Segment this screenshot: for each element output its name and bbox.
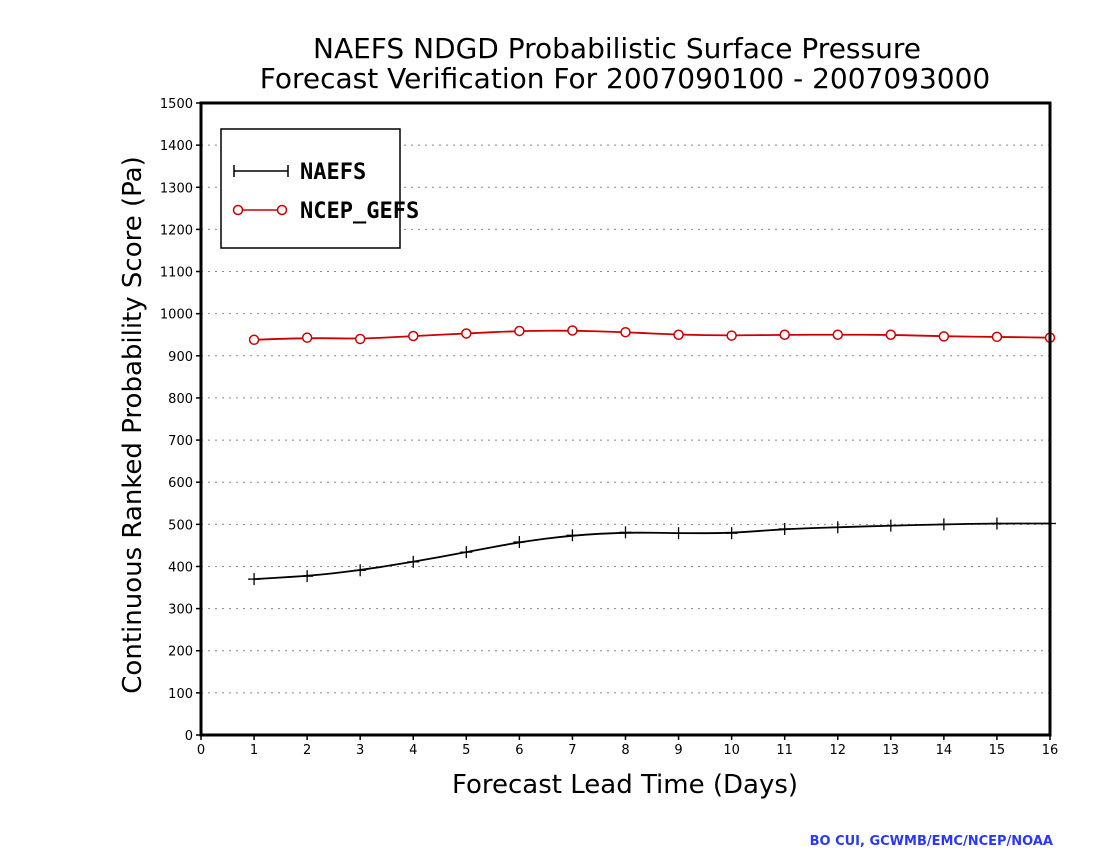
y-tick-label: 1300 [160, 181, 193, 196]
y-tick-label: 1100 [160, 266, 193, 281]
x-tick-label: 10 [723, 743, 740, 758]
legend-box [220, 128, 401, 249]
series-line-ncep-gefs [254, 329, 1051, 341]
data-point-ncep-gefs [832, 329, 843, 340]
data-point-ncep-gefs [726, 330, 737, 341]
y-tick-label: 1400 [160, 139, 193, 154]
data-point-ncep-gefs [991, 331, 1003, 343]
y-tick-label: 800 [168, 392, 193, 407]
data-point-naefs [301, 570, 314, 583]
y-axis-label: Continuous Ranked Probability Score (Pa) [118, 156, 148, 693]
data-point-ncep-gefs [461, 328, 472, 339]
y-tick-label: 700 [168, 434, 193, 449]
data-point-naefs [672, 527, 685, 540]
y-tick-label: 500 [168, 518, 193, 533]
x-tick-label: 6 [515, 743, 523, 758]
legend-gefs-label: NCEP_GEFS [300, 199, 419, 224]
data-point-naefs [831, 521, 844, 534]
data-point-ncep-gefs [885, 329, 897, 340]
x-tick-label: 5 [462, 743, 470, 758]
x-tick-label: 0 [197, 743, 205, 758]
axis-ticks: 0100200300400500600700800900100011001200… [160, 97, 1058, 758]
data-point-naefs [248, 573, 261, 586]
chart-title-line-1: NAEFS NDGD Probabilistic Surface Pressur… [313, 32, 921, 65]
data-point-ncep-gefs [673, 329, 684, 340]
data-point-naefs [566, 529, 579, 542]
legend-gefs-marker [276, 204, 288, 216]
data-point-ncep-gefs [354, 333, 366, 345]
series-line-naefs [254, 522, 1050, 581]
y-tick-label: 1500 [160, 97, 193, 112]
x-tick-label: 9 [674, 743, 682, 758]
legend-naefs-label: NAEFS [300, 160, 366, 185]
data-point-naefs [778, 522, 791, 535]
y-tick-label: 100 [168, 687, 193, 702]
data-point-naefs [884, 519, 897, 532]
x-tick-label: 3 [356, 743, 364, 758]
x-tick-label: 13 [883, 743, 900, 758]
plot-frame [199, 101, 1052, 737]
data-point-naefs [460, 546, 473, 559]
x-tick-label: 1 [250, 743, 258, 758]
data-point-ncep-gefs [779, 329, 790, 340]
data-point-ncep-gefs [514, 325, 525, 337]
x-tick-label: 16 [1042, 743, 1059, 758]
x-tick-label: 2 [303, 743, 311, 758]
data-point-naefs [513, 536, 526, 549]
x-tick-label: 7 [568, 743, 576, 758]
x-tick-label: 8 [621, 743, 629, 758]
y-tick-label: 1000 [160, 308, 193, 323]
y-tick-label: 600 [168, 476, 193, 491]
chart-title-line-2: Forecast Verification For 2007090100 - 2… [260, 62, 990, 95]
y-tick-label: 300 [168, 603, 193, 618]
x-tick-label: 15 [989, 743, 1006, 758]
legend: NAEFS NCEP_GEFS [220, 128, 419, 249]
data-point-naefs [619, 526, 632, 539]
data-point-naefs [354, 564, 367, 577]
legend-gefs-marker [232, 204, 244, 216]
x-tick-label: 12 [829, 743, 846, 758]
data-point-ncep-gefs [248, 334, 260, 346]
data-point-ncep-gefs [620, 326, 631, 338]
x-tick-label: 11 [776, 743, 793, 758]
data-point-ncep-gefs [301, 332, 313, 343]
data-point-ncep-gefs [938, 331, 950, 342]
credit-text: BO CUI, GCWMB/EMC/NCEP/NOAA [810, 834, 1053, 849]
y-tick-label: 400 [168, 560, 193, 575]
x-axis-label: Forecast Lead Time (Days) [452, 770, 798, 800]
data-point-naefs [990, 517, 1003, 530]
series-lines [248, 325, 1056, 586]
y-tick-label: 1200 [160, 223, 193, 238]
x-tick-label: 14 [936, 743, 953, 758]
data-point-naefs [725, 527, 738, 540]
data-point-naefs [407, 555, 420, 568]
data-point-naefs [937, 518, 950, 531]
y-tick-label: 0 [185, 729, 193, 744]
data-point-ncep-gefs [408, 330, 419, 342]
y-tick-label: 900 [168, 350, 193, 365]
x-tick-label: 4 [409, 743, 417, 758]
y-tick-label: 200 [168, 645, 193, 660]
data-point-ncep-gefs [567, 325, 578, 336]
